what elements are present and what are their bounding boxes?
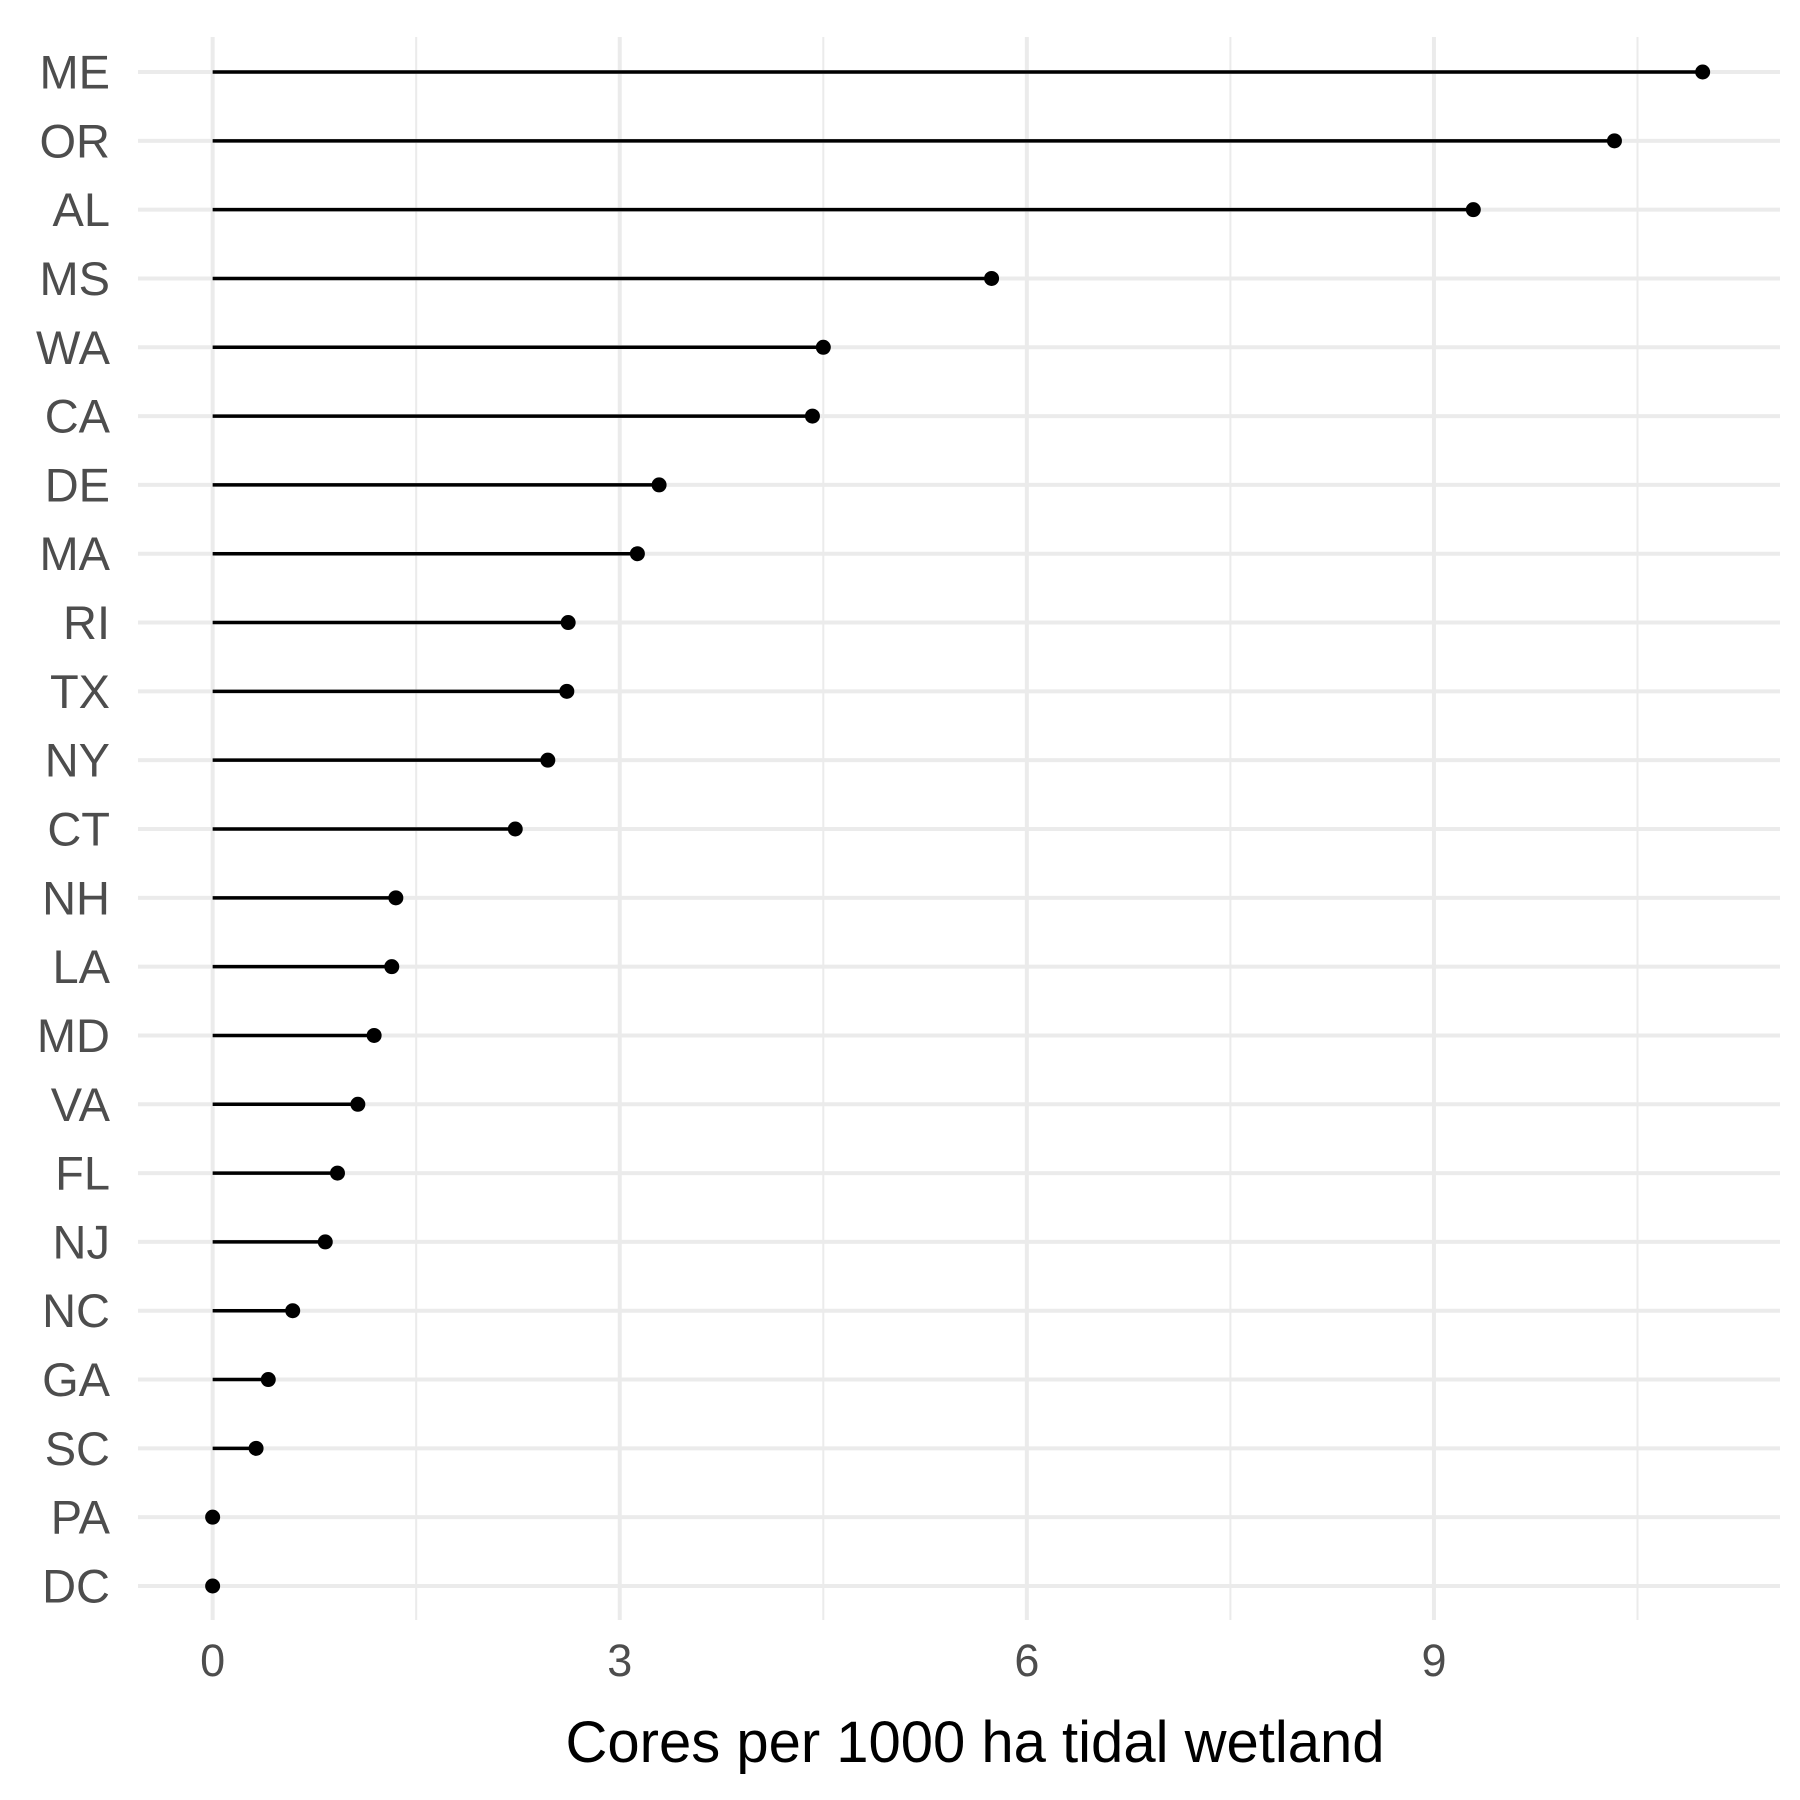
x-tick-label-0: 0 [200,1635,225,1686]
x-axis-tick-labels: 0 3 6 9 [200,1635,1446,1686]
lollipop-points [205,64,1711,1594]
point-MD [366,1027,382,1043]
point-ME [1695,64,1711,80]
point-GA [260,1372,276,1388]
y-tick-label-CA: CA [45,390,111,443]
x-tick-label-3: 3 [607,1635,632,1686]
lollipop-stems [212,70,1703,1451]
y-tick-label-MA: MA [40,527,111,580]
y-tick-label-VA: VA [51,1078,111,1131]
point-LA [384,959,400,975]
point-VA [350,1096,366,1112]
y-tick-label-CT: CT [47,803,110,856]
y-tick-label-NJ: NJ [53,1215,110,1268]
x-tick-label-9: 9 [1421,1635,1446,1686]
point-PA [205,1509,221,1525]
y-tick-label-WA: WA [36,321,111,374]
point-NC [285,1303,301,1319]
y-tick-label-NC: NC [42,1284,110,1337]
y-tick-label-DE: DE [45,458,110,511]
y-tick-label-OR: OR [40,114,111,167]
x-tick-label-6: 6 [1014,1635,1039,1686]
y-tick-label-SC: SC [45,1422,110,1475]
y-tick-label-DC: DC [42,1560,110,1613]
point-CA [804,408,820,424]
y-tick-label-ME: ME [40,46,111,99]
point-FL [329,1165,345,1181]
y-tick-label-MS: MS [40,252,111,305]
point-NJ [317,1234,333,1250]
point-CT [507,821,523,837]
point-SC [248,1440,264,1456]
point-WA [815,339,831,355]
y-tick-label-NH: NH [42,871,110,924]
y-tick-label-LA: LA [53,940,111,993]
point-TX [559,683,575,699]
x-axis-title: Cores per 1000 ha tidal wetland [566,1710,1385,1775]
y-tick-label-PA: PA [51,1491,111,1544]
y-tick-label-MD: MD [37,1009,110,1062]
point-NY [540,752,556,768]
y-tick-label-NY: NY [45,734,110,787]
point-NH [388,890,404,906]
point-MS [984,270,1000,286]
point-DC [205,1578,221,1594]
point-OR [1606,133,1622,149]
y-tick-label-FL: FL [55,1147,110,1200]
y-tick-label-AL: AL [53,183,111,236]
y-tick-label-RI: RI [63,596,110,649]
y-tick-label-TX: TX [50,665,110,718]
point-MA [629,546,645,562]
point-RI [560,615,576,631]
y-axis-tick-labels: ME OR AL MS WA CA DE MA RI TX NY CT NH LA MD VA FL NJ NC GA… [36,46,111,1613]
point-AL [1465,202,1481,218]
point-DE [651,477,667,493]
y-tick-label-GA: GA [42,1353,111,1406]
